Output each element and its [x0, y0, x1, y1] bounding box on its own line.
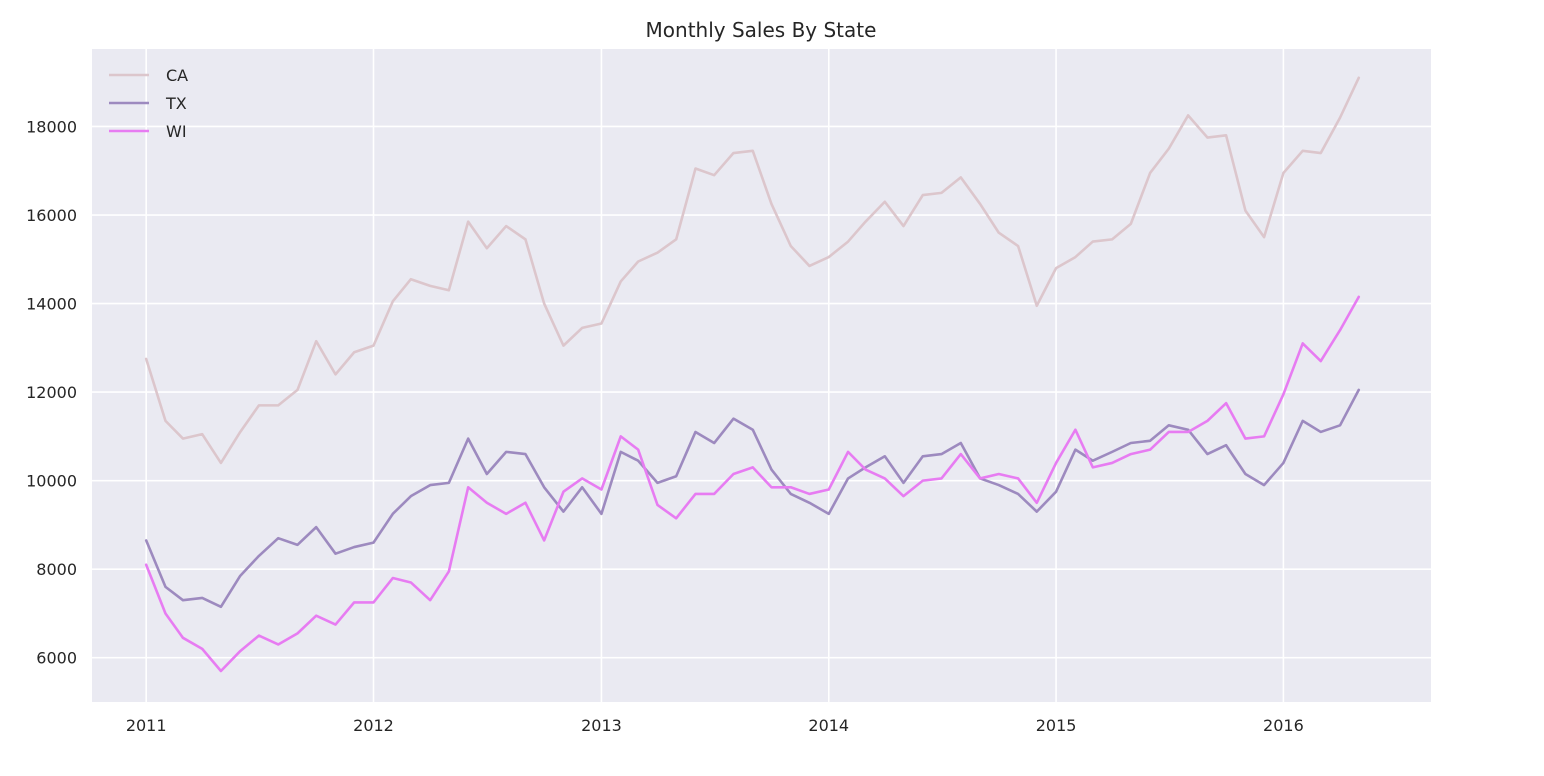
x-tick-label: 2014 — [808, 716, 849, 735]
y-tick-label: 8000 — [36, 560, 77, 579]
x-tick-label: 2012 — [353, 716, 394, 735]
y-tick-label: 18000 — [26, 117, 77, 136]
y-tick-label: 12000 — [26, 383, 77, 402]
y-tick-label: 16000 — [26, 206, 77, 225]
y-tick-label: 6000 — [36, 649, 77, 668]
y-tick-label: 14000 — [26, 295, 77, 314]
legend-label-tx: TX — [165, 94, 187, 113]
legend-label-ca: CA — [166, 66, 188, 85]
x-tick-label: 2011 — [126, 716, 167, 735]
y-tick-label: 10000 — [26, 472, 77, 491]
legend-label-wi: WI — [166, 122, 187, 141]
x-tick-label: 2016 — [1263, 716, 1304, 735]
y-axis-ticks: 6000 8000 10000 12000 14000 16000 18000 — [26, 117, 77, 667]
x-tick-label: 2015 — [1036, 716, 1077, 735]
chart-title: Monthly Sales By State — [646, 18, 877, 42]
x-tick-label: 2013 — [581, 716, 622, 735]
x-axis-ticks: 2011 2012 2013 2014 2015 2016 — [126, 716, 1304, 735]
